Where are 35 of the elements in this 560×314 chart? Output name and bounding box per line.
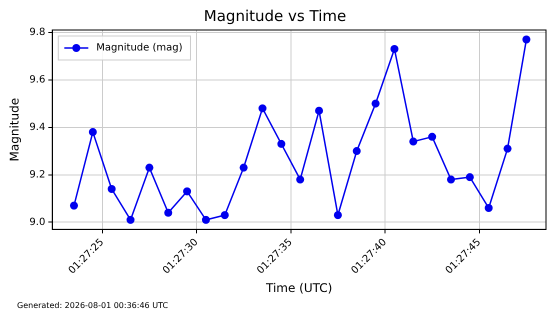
y-axis-title: Magnitude [7, 98, 22, 162]
point [88, 128, 97, 136]
point [372, 100, 380, 108]
point [108, 185, 116, 194]
point [164, 208, 172, 217]
point [183, 187, 192, 196]
legend-label: Magnitude (mag) [96, 42, 183, 54]
point [504, 144, 512, 153]
text: Generated: 2026-08-01 00:36:46 UTC [17, 301, 168, 310]
y-tick-label: 9.0 [29, 216, 46, 228]
point [277, 140, 286, 148]
point [315, 106, 324, 115]
point [390, 44, 398, 53]
point [240, 164, 248, 172]
point [428, 132, 436, 141]
y-tick-label: 9.4 [29, 122, 46, 133]
y-tick-label: 9.8 [29, 26, 46, 38]
y-tick-label: 9.6 [29, 74, 46, 86]
point [446, 176, 455, 184]
point [126, 216, 135, 224]
point [466, 173, 474, 182]
point [409, 138, 418, 146]
point [522, 35, 530, 44]
y-tick-label: 9.2 [29, 169, 46, 180]
point [296, 176, 304, 184]
point [70, 202, 78, 210]
point [145, 164, 154, 172]
point [258, 104, 266, 112]
x-axis-title: Time (UTC) [264, 280, 332, 295]
point [334, 211, 342, 220]
chart-title: Magnitude vs Time [204, 6, 346, 25]
point [202, 216, 210, 224]
point [484, 204, 493, 212]
point [220, 211, 229, 220]
point [352, 147, 361, 156]
